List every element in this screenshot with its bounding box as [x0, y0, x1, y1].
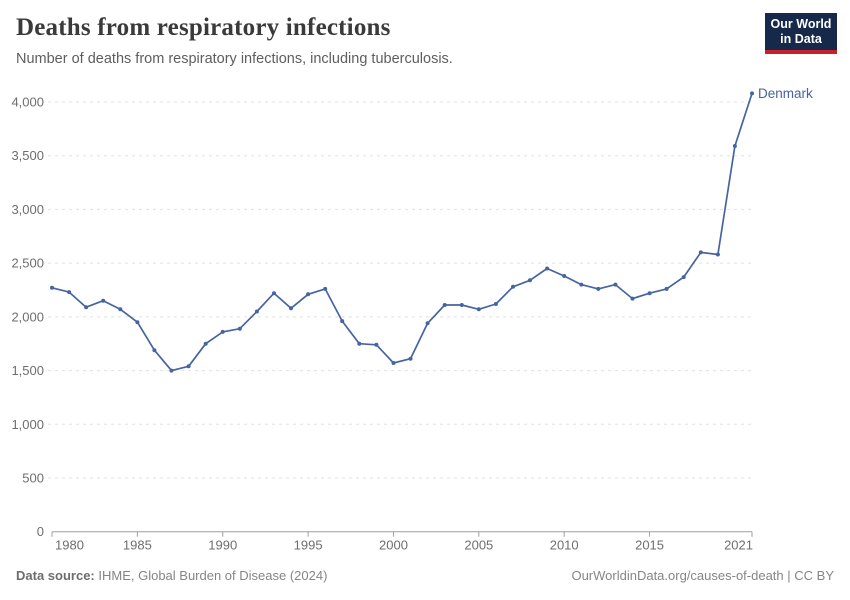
page-subtitle: Number of deaths from respiratory infect… — [16, 51, 453, 67]
x-tick-label: 2021 — [724, 538, 753, 553]
x-tick-label: 2010 — [550, 538, 579, 553]
data-point[interactable] — [391, 361, 396, 365]
chart-header: Deaths from respiratory infections Numbe… — [16, 14, 740, 67]
data-point[interactable] — [306, 292, 311, 297]
data-point[interactable] — [374, 342, 379, 347]
data-point[interactable] — [545, 266, 550, 271]
data-point[interactable] — [681, 275, 686, 280]
data-point[interactable] — [186, 364, 191, 369]
data-point[interactable] — [425, 321, 430, 326]
owid-logo-line2: in Data — [780, 32, 822, 46]
series-label-denmark[interactable]: Denmark — [758, 86, 813, 101]
data-point[interactable] — [732, 144, 737, 148]
data-point[interactable] — [528, 278, 532, 283]
data-point[interactable] — [630, 296, 635, 301]
data-point[interactable] — [408, 356, 413, 361]
data-point[interactable] — [459, 303, 464, 307]
data-point[interactable] — [715, 252, 720, 257]
data-point[interactable] — [220, 329, 225, 334]
y-tick-label: 4,000 — [11, 95, 44, 110]
footer-right: OurWorldinData.org/causes-of-death | CC … — [571, 568, 834, 583]
x-tick-label: 2000 — [379, 538, 408, 553]
data-point[interactable] — [442, 303, 447, 307]
data-point[interactable] — [152, 348, 157, 353]
series-line[interactable] — [51, 93, 753, 372]
y-tick-label: 500 — [22, 470, 44, 485]
data-point[interactable] — [67, 290, 72, 295]
y-tick-label: 3,500 — [11, 148, 44, 163]
x-tick-label: 1990 — [208, 538, 237, 553]
x-tick-label: 1980 — [55, 538, 84, 553]
data-point[interactable] — [357, 341, 362, 346]
data-point[interactable] — [203, 341, 208, 346]
y-tick-label: 2,000 — [11, 309, 44, 324]
owid-logo-line1: Our World — [770, 17, 832, 31]
data-point[interactable] — [340, 319, 345, 324]
data-point[interactable] — [169, 368, 174, 373]
y-tick-label: 1,500 — [11, 363, 44, 378]
x-tick-label: 1985 — [123, 538, 152, 553]
data-point[interactable] — [579, 282, 584, 287]
x-tick-label: 1995 — [294, 538, 323, 553]
data-source-text: IHME, Global Burden of Disease (2024) — [94, 568, 328, 583]
data-point[interactable] — [613, 282, 618, 287]
footer-link[interactable]: OurWorldinData.org/causes-of-death — [571, 568, 784, 583]
data-point[interactable] — [237, 326, 242, 331]
y-tick-label: 0 — [37, 524, 44, 539]
x-tick-label: 2005 — [464, 538, 493, 553]
data-point[interactable] — [562, 274, 567, 278]
data-point[interactable] — [647, 291, 652, 296]
page-title: Deaths from respiratory infections — [16, 14, 391, 41]
data-point[interactable] — [84, 305, 89, 310]
x-tick-label: 2015 — [635, 538, 664, 553]
data-point[interactable] — [323, 286, 328, 291]
y-tick-label: 3,000 — [11, 202, 44, 217]
data-point[interactable] — [698, 250, 703, 255]
y-tick-label: 2,500 — [11, 256, 44, 271]
data-point[interactable] — [511, 284, 515, 289]
y-tick-label: 1,000 — [11, 417, 44, 432]
data-point[interactable] — [476, 307, 481, 312]
data-source-label: Data source: — [16, 568, 95, 583]
data-point[interactable] — [289, 306, 293, 311]
data-point[interactable] — [135, 320, 140, 325]
data-point[interactable] — [101, 298, 106, 303]
data-point[interactable] — [272, 291, 276, 296]
data-point[interactable] — [664, 286, 669, 291]
owid-logo: Our World in Data — [765, 13, 837, 54]
data-point[interactable] — [50, 285, 54, 290]
license-text: | CC BY — [783, 568, 834, 583]
data-point[interactable] — [493, 302, 498, 306]
data-point[interactable] — [254, 309, 259, 314]
chart-footer: Data source: IHME, Global Burden of Dise… — [16, 568, 834, 583]
data-point[interactable] — [750, 91, 754, 96]
data-point[interactable] — [118, 307, 123, 312]
data-source: Data source: IHME, Global Burden of Dise… — [16, 568, 327, 583]
data-point[interactable] — [596, 286, 601, 291]
